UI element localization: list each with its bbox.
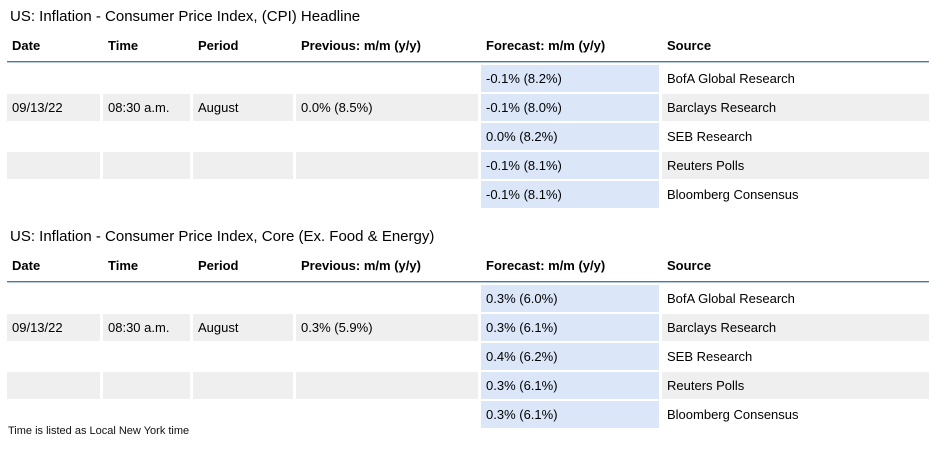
table-row: -0.1% (8.1%) Bloomberg Consensus	[7, 181, 929, 208]
cell-source: SEB Research	[667, 349, 753, 364]
cell-source: BofA Global Research	[667, 71, 795, 86]
cell-source: BofA Global Research	[667, 291, 795, 306]
table-row: -0.1% (8.1%) Reuters Polls	[7, 152, 929, 179]
cell-previous	[296, 401, 478, 428]
cell-source: Barclays Research	[662, 314, 929, 341]
cell-previous	[296, 372, 478, 399]
cell-date: 09/13/22	[7, 94, 100, 121]
cell-time: 08:30 a.m.	[103, 94, 190, 121]
cell-date	[7, 343, 100, 370]
table-row: 0.3% (6.0%) BofA Global Research	[7, 285, 929, 312]
table-row: 0.3% (6.1%) Reuters Polls	[7, 372, 929, 399]
column-header-date: Date	[12, 38, 41, 53]
cell-period: August	[193, 314, 293, 341]
cell-date: 09/13/22	[7, 314, 100, 341]
cell-period	[193, 181, 293, 208]
cell-source: Barclays Research	[662, 94, 929, 121]
cell-period	[193, 285, 293, 312]
cell-time	[103, 65, 190, 92]
cell-forecast: 0.4% (6.2%)	[481, 343, 659, 370]
cell-source: Reuters Polls	[662, 152, 929, 179]
cell-date	[7, 152, 100, 179]
table-row: 09/13/22 08:30 a.m. August 0.0% (8.5%) -…	[7, 94, 929, 121]
table-header-row: Date Time Period Previous: m/m (y/y) For…	[7, 258, 929, 283]
cell-date	[7, 285, 100, 312]
cell-forecast: -0.1% (8.1%)	[481, 181, 659, 208]
cell-previous: 0.3% (5.9%)	[296, 314, 478, 341]
cell-previous	[296, 152, 478, 179]
table-header-row: Date Time Period Previous: m/m (y/y) For…	[7, 38, 929, 63]
cell-period	[193, 65, 293, 92]
cell-time: 08:30 a.m.	[103, 314, 190, 341]
cell-forecast: 0.3% (6.1%)	[481, 401, 659, 428]
cell-source: Bloomberg Consensus	[667, 187, 799, 202]
cell-period: August	[193, 94, 293, 121]
table-row: 0.0% (8.2%) SEB Research	[7, 123, 929, 150]
column-header-date: Date	[12, 258, 41, 273]
cell-previous	[296, 123, 478, 150]
column-header-period: Period	[198, 38, 239, 53]
cell-time	[103, 123, 190, 150]
column-header-previous: Previous: m/m (y/y)	[301, 258, 421, 273]
cell-period	[193, 401, 293, 428]
cell-date	[7, 123, 100, 150]
column-header-source: Source	[667, 258, 712, 273]
cell-source: SEB Research	[667, 129, 753, 144]
cell-time	[103, 401, 190, 428]
cell-forecast: 0.3% (6.0%)	[481, 285, 659, 312]
cell-period	[193, 123, 293, 150]
cell-source: Bloomberg Consensus	[667, 407, 799, 422]
column-header-previous: Previous: m/m (y/y)	[301, 38, 421, 53]
column-header-time: Time	[108, 38, 139, 53]
column-header-forecast: Forecast: m/m (y/y)	[486, 38, 606, 53]
cell-previous	[296, 285, 478, 312]
cell-period	[193, 343, 293, 370]
cell-time	[103, 372, 190, 399]
footnote: Time is listed as Local New York time	[8, 425, 190, 437]
cell-forecast: 0.3% (6.1%)	[481, 372, 659, 399]
table-title-cpi-core: US: Inflation - Consumer Price Index, Co…	[10, 228, 435, 245]
cell-time	[103, 152, 190, 179]
cell-date	[7, 401, 100, 428]
column-header-forecast: Forecast: m/m (y/y)	[486, 258, 606, 273]
cell-previous	[296, 181, 478, 208]
cell-period	[193, 372, 293, 399]
cell-period	[193, 152, 293, 179]
cell-previous	[296, 65, 478, 92]
column-header-period: Period	[198, 258, 239, 273]
column-header-source: Source	[667, 38, 712, 53]
table-row: 09/13/22 08:30 a.m. August 0.3% (5.9%) 0…	[7, 314, 929, 341]
table-row: -0.1% (8.2%) BofA Global Research	[7, 65, 929, 92]
table-title-cpi-headline: US: Inflation - Consumer Price Index, (C…	[10, 8, 361, 25]
table-row: 0.3% (6.1%) Bloomberg Consensus	[7, 401, 929, 428]
cell-previous: 0.0% (8.5%)	[296, 94, 478, 121]
table-row: 0.4% (6.2%) SEB Research	[7, 343, 929, 370]
cell-previous	[296, 343, 478, 370]
cell-forecast: -0.1% (8.0%)	[481, 94, 659, 121]
cell-source: Reuters Polls	[662, 372, 929, 399]
cell-time	[103, 285, 190, 312]
cell-forecast: 0.3% (6.1%)	[481, 314, 659, 341]
column-header-time: Time	[108, 258, 139, 273]
cell-date	[7, 181, 100, 208]
cell-forecast: -0.1% (8.1%)	[481, 152, 659, 179]
cell-date	[7, 372, 100, 399]
cell-date	[7, 65, 100, 92]
cell-forecast: -0.1% (8.2%)	[481, 65, 659, 92]
cell-forecast: 0.0% (8.2%)	[481, 123, 659, 150]
cell-time	[103, 181, 190, 208]
cell-time	[103, 343, 190, 370]
